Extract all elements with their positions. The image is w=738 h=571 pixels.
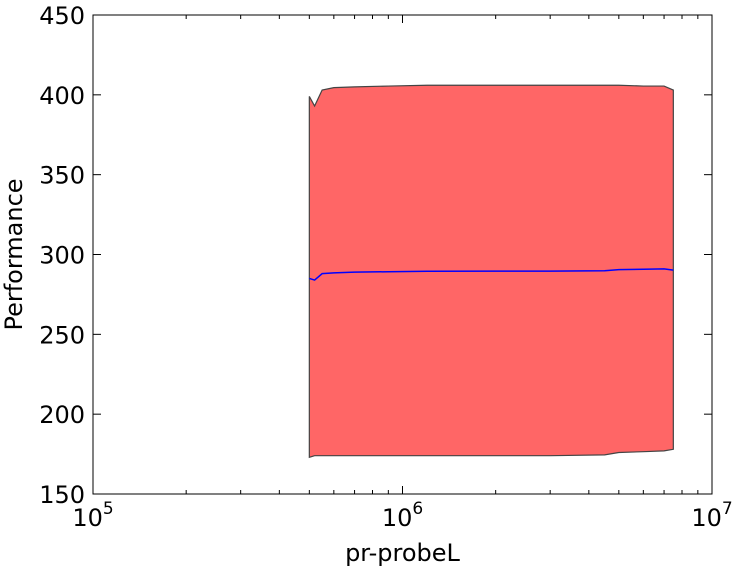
mean-line <box>309 268 674 281</box>
y-tick-label: 450 <box>39 2 85 30</box>
y-tick-label: 200 <box>39 401 85 429</box>
y-axis-label: Performance <box>0 178 28 330</box>
y-tick-label: 400 <box>39 82 85 110</box>
x-tick-base: 10 <box>72 504 103 532</box>
y-tick-label: 250 <box>39 321 85 349</box>
x-tick-base: 10 <box>691 504 722 532</box>
x-tick-label: 107 <box>691 499 732 532</box>
x-tick-label: 106 <box>382 499 423 532</box>
x-axis-ticks: 105 106 107 <box>72 15 733 532</box>
x-tick-exponent: 6 <box>412 499 423 519</box>
x-tick-exponent: 5 <box>103 499 114 519</box>
x-tick-base: 10 <box>382 504 413 532</box>
y-axis-ticks: 150 200 250 300 350 400 450 <box>39 2 712 509</box>
y-tick-label: 300 <box>39 242 85 270</box>
x-tick-exponent: 7 <box>722 499 733 519</box>
plot-marks <box>308 84 674 459</box>
x-tick-label: 105 <box>72 499 113 532</box>
y-tick-label: 150 <box>39 481 85 509</box>
y-tick-label: 350 <box>39 162 85 190</box>
x-axis-label: pr-probeL <box>345 539 460 567</box>
